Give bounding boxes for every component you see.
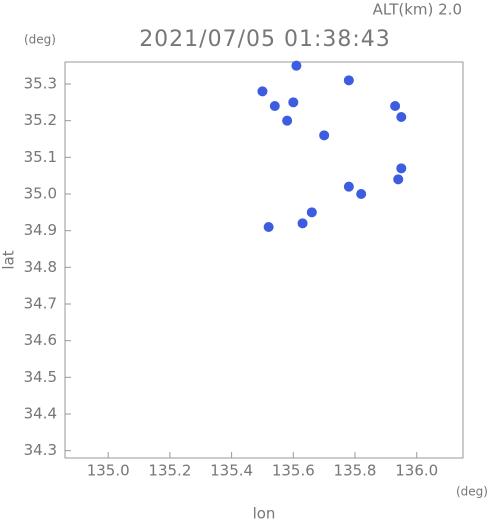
x-tick-label: 135.4 xyxy=(210,462,253,480)
y-tick-label: 34.3 xyxy=(24,441,57,459)
echo-point xyxy=(396,112,407,122)
x-unit: (deg) xyxy=(456,485,488,499)
x-tick-label: 136.0 xyxy=(395,462,438,480)
y-tick-label: 34.9 xyxy=(24,221,57,239)
x-axis-label: lon xyxy=(253,505,276,521)
echo-point xyxy=(263,222,274,232)
x-tick-label: 135.8 xyxy=(334,462,377,480)
x-tick-label: 135.2 xyxy=(148,462,191,480)
echo-point xyxy=(319,130,330,141)
y-tick-label: 34.6 xyxy=(24,331,57,349)
echo-point xyxy=(356,189,367,199)
echo-point xyxy=(288,97,299,108)
x-tick-label: 135.0 xyxy=(87,462,130,480)
x-tick-label: 135.6 xyxy=(272,462,315,480)
y-tick-label: 34.5 xyxy=(24,368,57,386)
y-tick-label: 35.0 xyxy=(24,185,57,203)
y-tick-label: 35.3 xyxy=(24,75,57,93)
altitude-label: ALT(km) 2.0 xyxy=(373,1,462,19)
echo-point xyxy=(396,163,407,174)
echo-point xyxy=(297,218,308,229)
y-tick-label: 35.1 xyxy=(24,148,57,166)
echo-point xyxy=(343,181,354,192)
echo-point xyxy=(282,115,293,126)
echo-point xyxy=(291,60,302,71)
y-tick-label: 34.8 xyxy=(24,258,57,276)
y-tick-label: 34.7 xyxy=(24,295,57,313)
echo-point xyxy=(393,174,404,185)
y-tick-label: 34.4 xyxy=(24,405,57,423)
y-unit: (deg) xyxy=(24,33,56,47)
chart-title: 2021/07/05 01:38:43 xyxy=(139,27,391,52)
echo-point xyxy=(306,207,317,218)
y-tick-label: 35.2 xyxy=(24,111,57,129)
echo-point xyxy=(257,86,268,97)
y-axis-label: lat xyxy=(0,250,18,269)
plot-frame xyxy=(64,61,464,459)
echo-point xyxy=(269,101,280,111)
echo-point xyxy=(390,101,401,111)
echo-point xyxy=(343,75,354,86)
